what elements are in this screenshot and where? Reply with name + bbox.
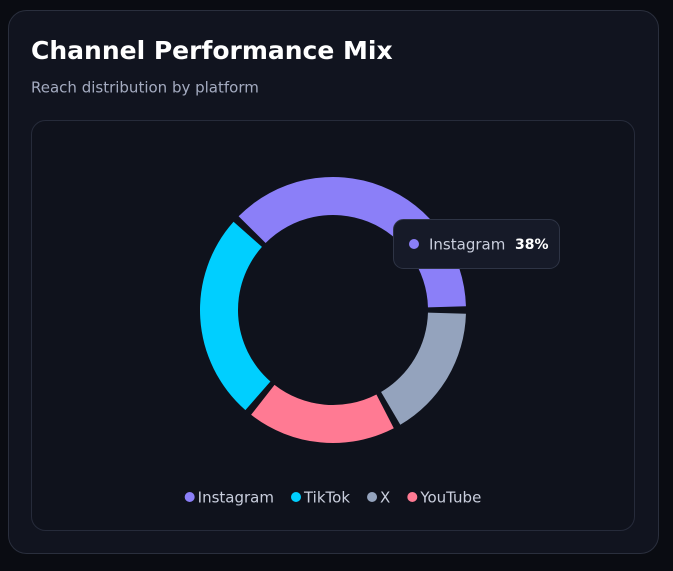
legend-label: TikTok	[303, 489, 350, 507]
legend-dot	[290, 492, 301, 502]
legend-dot	[184, 492, 195, 502]
tooltip: Instagram 38%	[393, 219, 560, 269]
legend-label: X	[380, 489, 390, 507]
tooltip-box	[393, 219, 560, 269]
donut-segment	[238, 176, 466, 308]
donut-segment	[381, 312, 466, 425]
donut-segment	[251, 384, 394, 443]
tooltip-value: 38%	[515, 237, 549, 253]
legend: Instagram TikTok X YouTube	[184, 489, 481, 507]
legend-label: Instagram	[198, 489, 274, 507]
tooltip-dot	[409, 239, 419, 249]
tooltip-label: Instagram	[429, 236, 505, 254]
donut-segment	[199, 221, 271, 411]
chart-title: Channel Performance Mix	[31, 36, 393, 65]
legend-dot	[367, 492, 378, 502]
donut	[199, 176, 466, 443]
chart-subtitle: Reach distribution by platform	[31, 79, 259, 97]
legend-dot	[407, 492, 418, 502]
legend-label: YouTube	[419, 489, 481, 507]
